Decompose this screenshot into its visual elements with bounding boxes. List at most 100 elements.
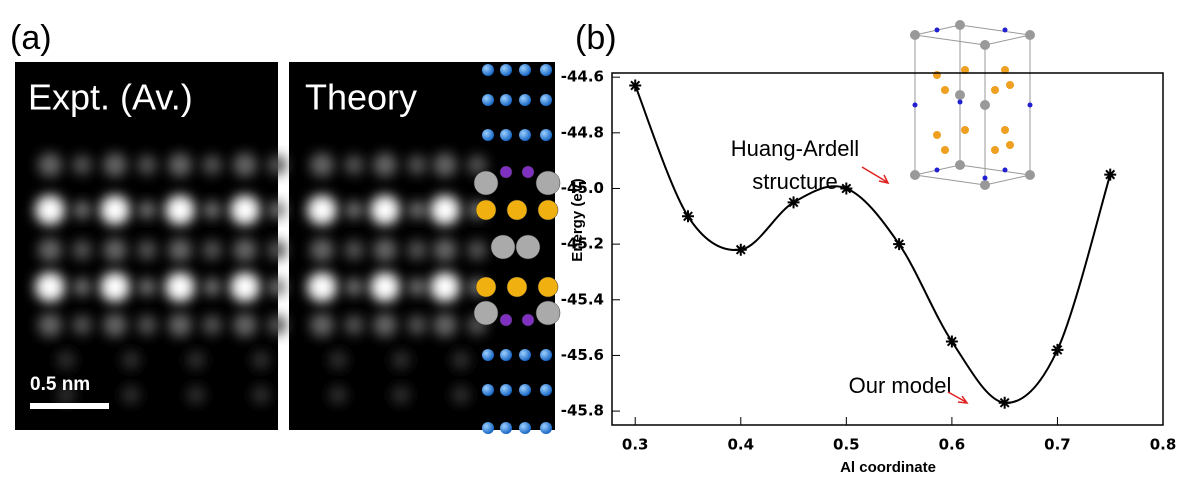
intensity — [345, 201, 363, 219]
atom — [540, 129, 552, 141]
atom — [1028, 103, 1033, 108]
atom — [933, 71, 941, 79]
atom — [519, 349, 531, 361]
intensity — [122, 386, 140, 404]
atom — [491, 235, 515, 259]
intensity — [430, 195, 460, 225]
atom — [482, 384, 494, 396]
atom — [1025, 30, 1035, 40]
atom — [941, 86, 949, 94]
atom — [1001, 126, 1009, 134]
atom — [1025, 170, 1035, 180]
atom — [519, 422, 531, 434]
atom — [980, 180, 990, 190]
atom — [500, 349, 512, 361]
intensity — [165, 195, 195, 225]
atom — [482, 94, 494, 106]
intensity — [138, 278, 156, 296]
panel-label: (a) — [10, 19, 52, 57]
atom — [955, 160, 965, 170]
intensity — [72, 240, 92, 260]
atom — [516, 235, 540, 259]
atom — [983, 176, 988, 181]
intensity — [100, 195, 130, 225]
intensity — [72, 315, 92, 335]
intensity — [344, 155, 364, 175]
y-tick-label: -45.0 — [561, 179, 604, 197]
intensity — [268, 201, 286, 219]
intensity — [392, 386, 410, 404]
intensity — [329, 386, 347, 404]
marker — [1104, 169, 1116, 181]
atom — [519, 129, 531, 141]
intensity — [267, 240, 287, 260]
atom — [980, 100, 990, 110]
intensity — [267, 155, 287, 175]
intensity — [310, 153, 334, 177]
annotation: structure — [752, 169, 838, 194]
atom — [536, 301, 560, 325]
image-label: Theory — [305, 77, 417, 118]
y-tick-label: -44.6 — [561, 68, 604, 86]
marker — [999, 397, 1011, 409]
atom — [500, 94, 512, 106]
scale-bar — [30, 403, 109, 409]
intensity — [307, 195, 337, 225]
atom — [933, 131, 941, 139]
intensity — [267, 315, 287, 335]
intensity — [202, 240, 222, 260]
atom — [540, 64, 552, 76]
arrow — [862, 167, 888, 183]
atom — [958, 100, 963, 105]
atom — [1006, 81, 1014, 89]
intensity — [103, 153, 127, 177]
x-tick-label: 0.8 — [1150, 436, 1177, 454]
intensity — [252, 351, 270, 369]
marker — [629, 80, 641, 92]
atom — [941, 146, 949, 154]
atom — [955, 20, 965, 30]
intensity — [408, 278, 426, 296]
intensity — [344, 240, 364, 260]
intensity — [233, 313, 257, 337]
x-tick-label: 0.6 — [939, 436, 966, 454]
intensity — [370, 272, 400, 302]
intensity — [137, 315, 157, 335]
atom — [500, 314, 512, 326]
marker — [735, 244, 747, 256]
x-tick-label: 0.7 — [1044, 436, 1071, 454]
atom — [500, 64, 512, 76]
intensity — [467, 240, 487, 260]
intensity — [373, 238, 397, 262]
intensity — [408, 201, 426, 219]
marker — [840, 182, 852, 194]
atom — [991, 146, 999, 154]
atom — [910, 30, 920, 40]
atom — [935, 168, 940, 173]
x-axis-label: Al coordinate — [840, 459, 936, 476]
intensity — [329, 351, 347, 369]
marker — [682, 210, 694, 222]
intensity — [345, 278, 363, 296]
atom — [482, 129, 494, 141]
intensity — [344, 315, 364, 335]
atom — [476, 200, 496, 220]
intensity — [407, 155, 427, 175]
atom — [935, 28, 940, 33]
atom — [540, 422, 552, 434]
atom — [536, 171, 560, 195]
intensity — [310, 313, 334, 337]
atom — [980, 40, 990, 50]
x-tick-label: 0.3 — [622, 436, 649, 454]
y-tick-label: -44.8 — [561, 123, 604, 141]
atom — [519, 64, 531, 76]
intensity — [35, 272, 65, 302]
intensity — [73, 201, 91, 219]
intensity — [168, 153, 192, 177]
intensity — [168, 313, 192, 337]
atom — [519, 94, 531, 106]
scale-bar-label: 0.5 nm — [30, 374, 90, 395]
intensity — [187, 351, 205, 369]
intensity — [430, 272, 460, 302]
atom — [507, 200, 527, 220]
